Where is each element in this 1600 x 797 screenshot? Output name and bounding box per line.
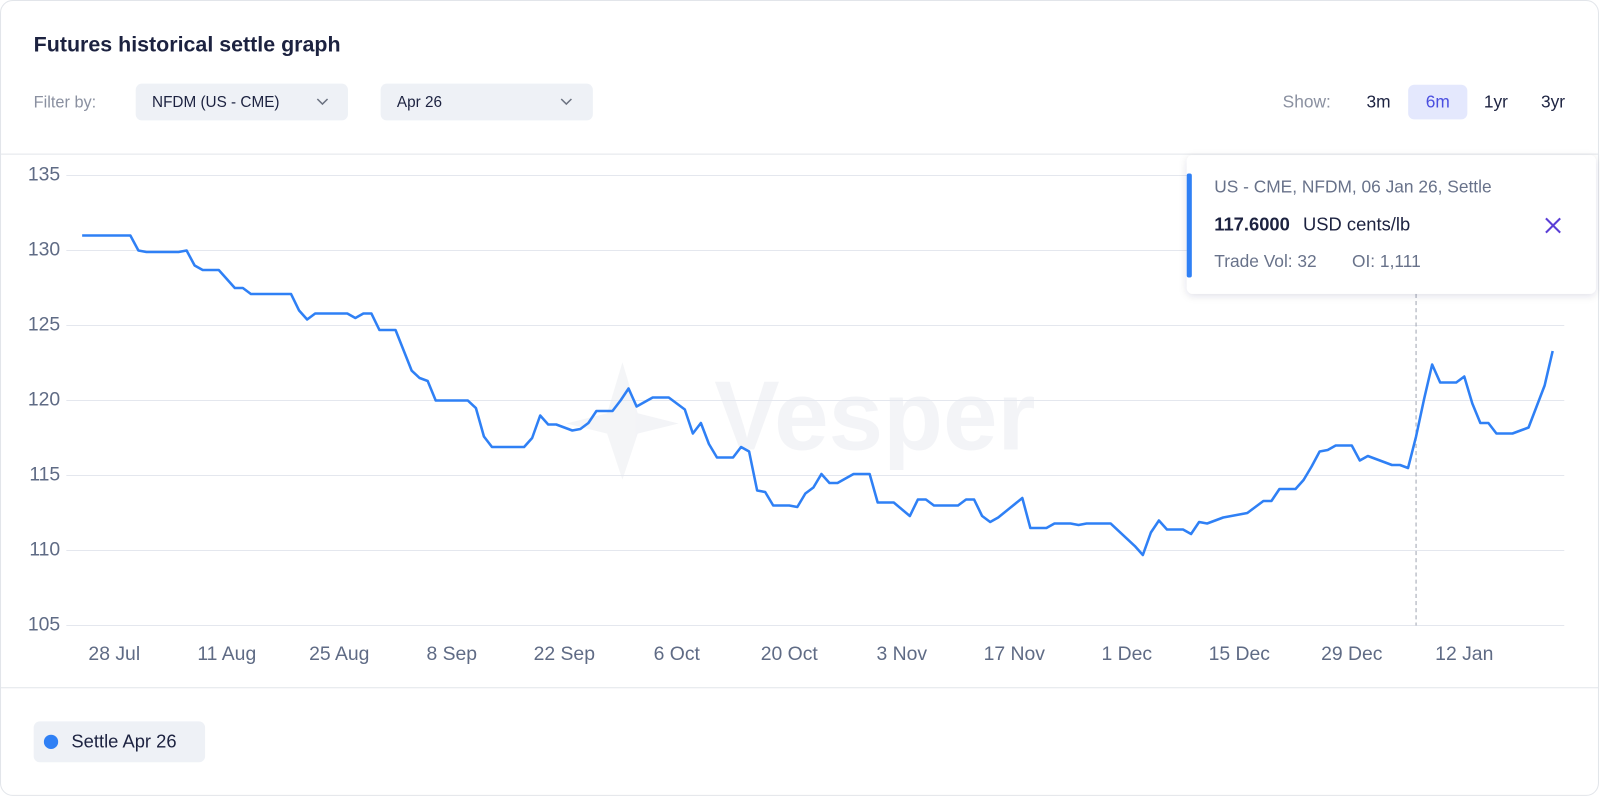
filter-label: Filter by:	[34, 93, 97, 111]
x-tick-label: 20 Oct	[761, 643, 819, 665]
watermark-text: Vesper	[714, 360, 1035, 470]
chevron[interactable]	[560, 98, 572, 106]
tooltip-heading: US - CME, NFDM, 06 Jan 26, Settle	[1214, 176, 1491, 196]
watermark-logo	[566, 362, 679, 480]
range-options: 3m 6m 1yr 3yr	[1367, 84, 1565, 120]
tooltip-volume: Trade Vol: 32	[1214, 251, 1316, 271]
range-option[interactable]: 6m	[1426, 92, 1450, 112]
range-option[interactable]: 3m	[1367, 92, 1391, 112]
x-tick-label: 1 Dec	[1101, 643, 1152, 665]
tooltip-oi: OI: 1,111	[1352, 251, 1421, 271]
x-tick-label: 28 Jul	[88, 643, 140, 665]
dropdown-box[interactable]	[380, 83, 593, 121]
close-button[interactable]	[1545, 217, 1561, 234]
range-label: Show:	[1283, 92, 1331, 112]
legend-label[interactable]: Settle Apr 26	[71, 731, 176, 752]
legend-item[interactable]: Settle Apr 26	[33, 721, 206, 763]
watermark: Vesper	[566, 360, 1036, 480]
x-tick-label: 6 Oct	[654, 643, 701, 665]
y-tick-label: 130	[28, 239, 61, 261]
y-tick-label: 135	[28, 164, 60, 186]
y-tick-label: 105	[28, 614, 60, 636]
tooltip-box	[1186, 155, 1596, 294]
tooltip-value: 117.6000	[1214, 213, 1290, 234]
range-option[interactable]: 3yr	[1541, 92, 1565, 112]
series-line	[82, 234, 1554, 557]
dropdown-text[interactable]: Apr 26	[397, 94, 442, 111]
x-tick-label: 15 Dec	[1209, 643, 1271, 665]
legend-box[interactable]	[33, 721, 206, 763]
tooltip: US - CME, NFDM, 06 Jan 26, Settle 117.60…	[1186, 155, 1596, 294]
x-tick-label: 25 Aug	[309, 643, 369, 665]
tooltip-accent	[1186, 173, 1192, 278]
x-tick-label: 8 Sep	[426, 643, 477, 665]
x-tick-label: 29 Dec	[1321, 643, 1383, 665]
y-tick-label: 115	[29, 464, 60, 486]
product-dropdown[interactable]: NFDM (US - CME)	[135, 83, 348, 121]
contract-dropdown[interactable]: Apr 26	[380, 83, 593, 121]
y-tick-label: 120	[28, 389, 61, 411]
title: Futures historical settle graph	[34, 33, 341, 57]
range-selected-bg[interactable]	[1408, 84, 1468, 120]
tooltip-unit: USD cents/lb	[1303, 213, 1410, 234]
x-tick-label: 12 Jan	[1435, 643, 1493, 665]
x-tick-label: 11 Aug	[197, 643, 256, 665]
y-tick-label: 110	[29, 539, 60, 561]
range-option[interactable]: 1yr	[1484, 92, 1508, 112]
x-tick-label: 3 Nov	[876, 643, 927, 665]
x-tick-label: 17 Nov	[984, 643, 1046, 665]
legend-swatch[interactable]	[43, 734, 59, 749]
x-tick-label: 22 Sep	[534, 643, 595, 665]
dropdown-text[interactable]: NFDM (US - CME)	[152, 94, 279, 111]
dropdown-box[interactable]	[135, 83, 348, 121]
y-tick-label: 125	[28, 314, 60, 336]
chevron[interactable]	[316, 98, 329, 106]
